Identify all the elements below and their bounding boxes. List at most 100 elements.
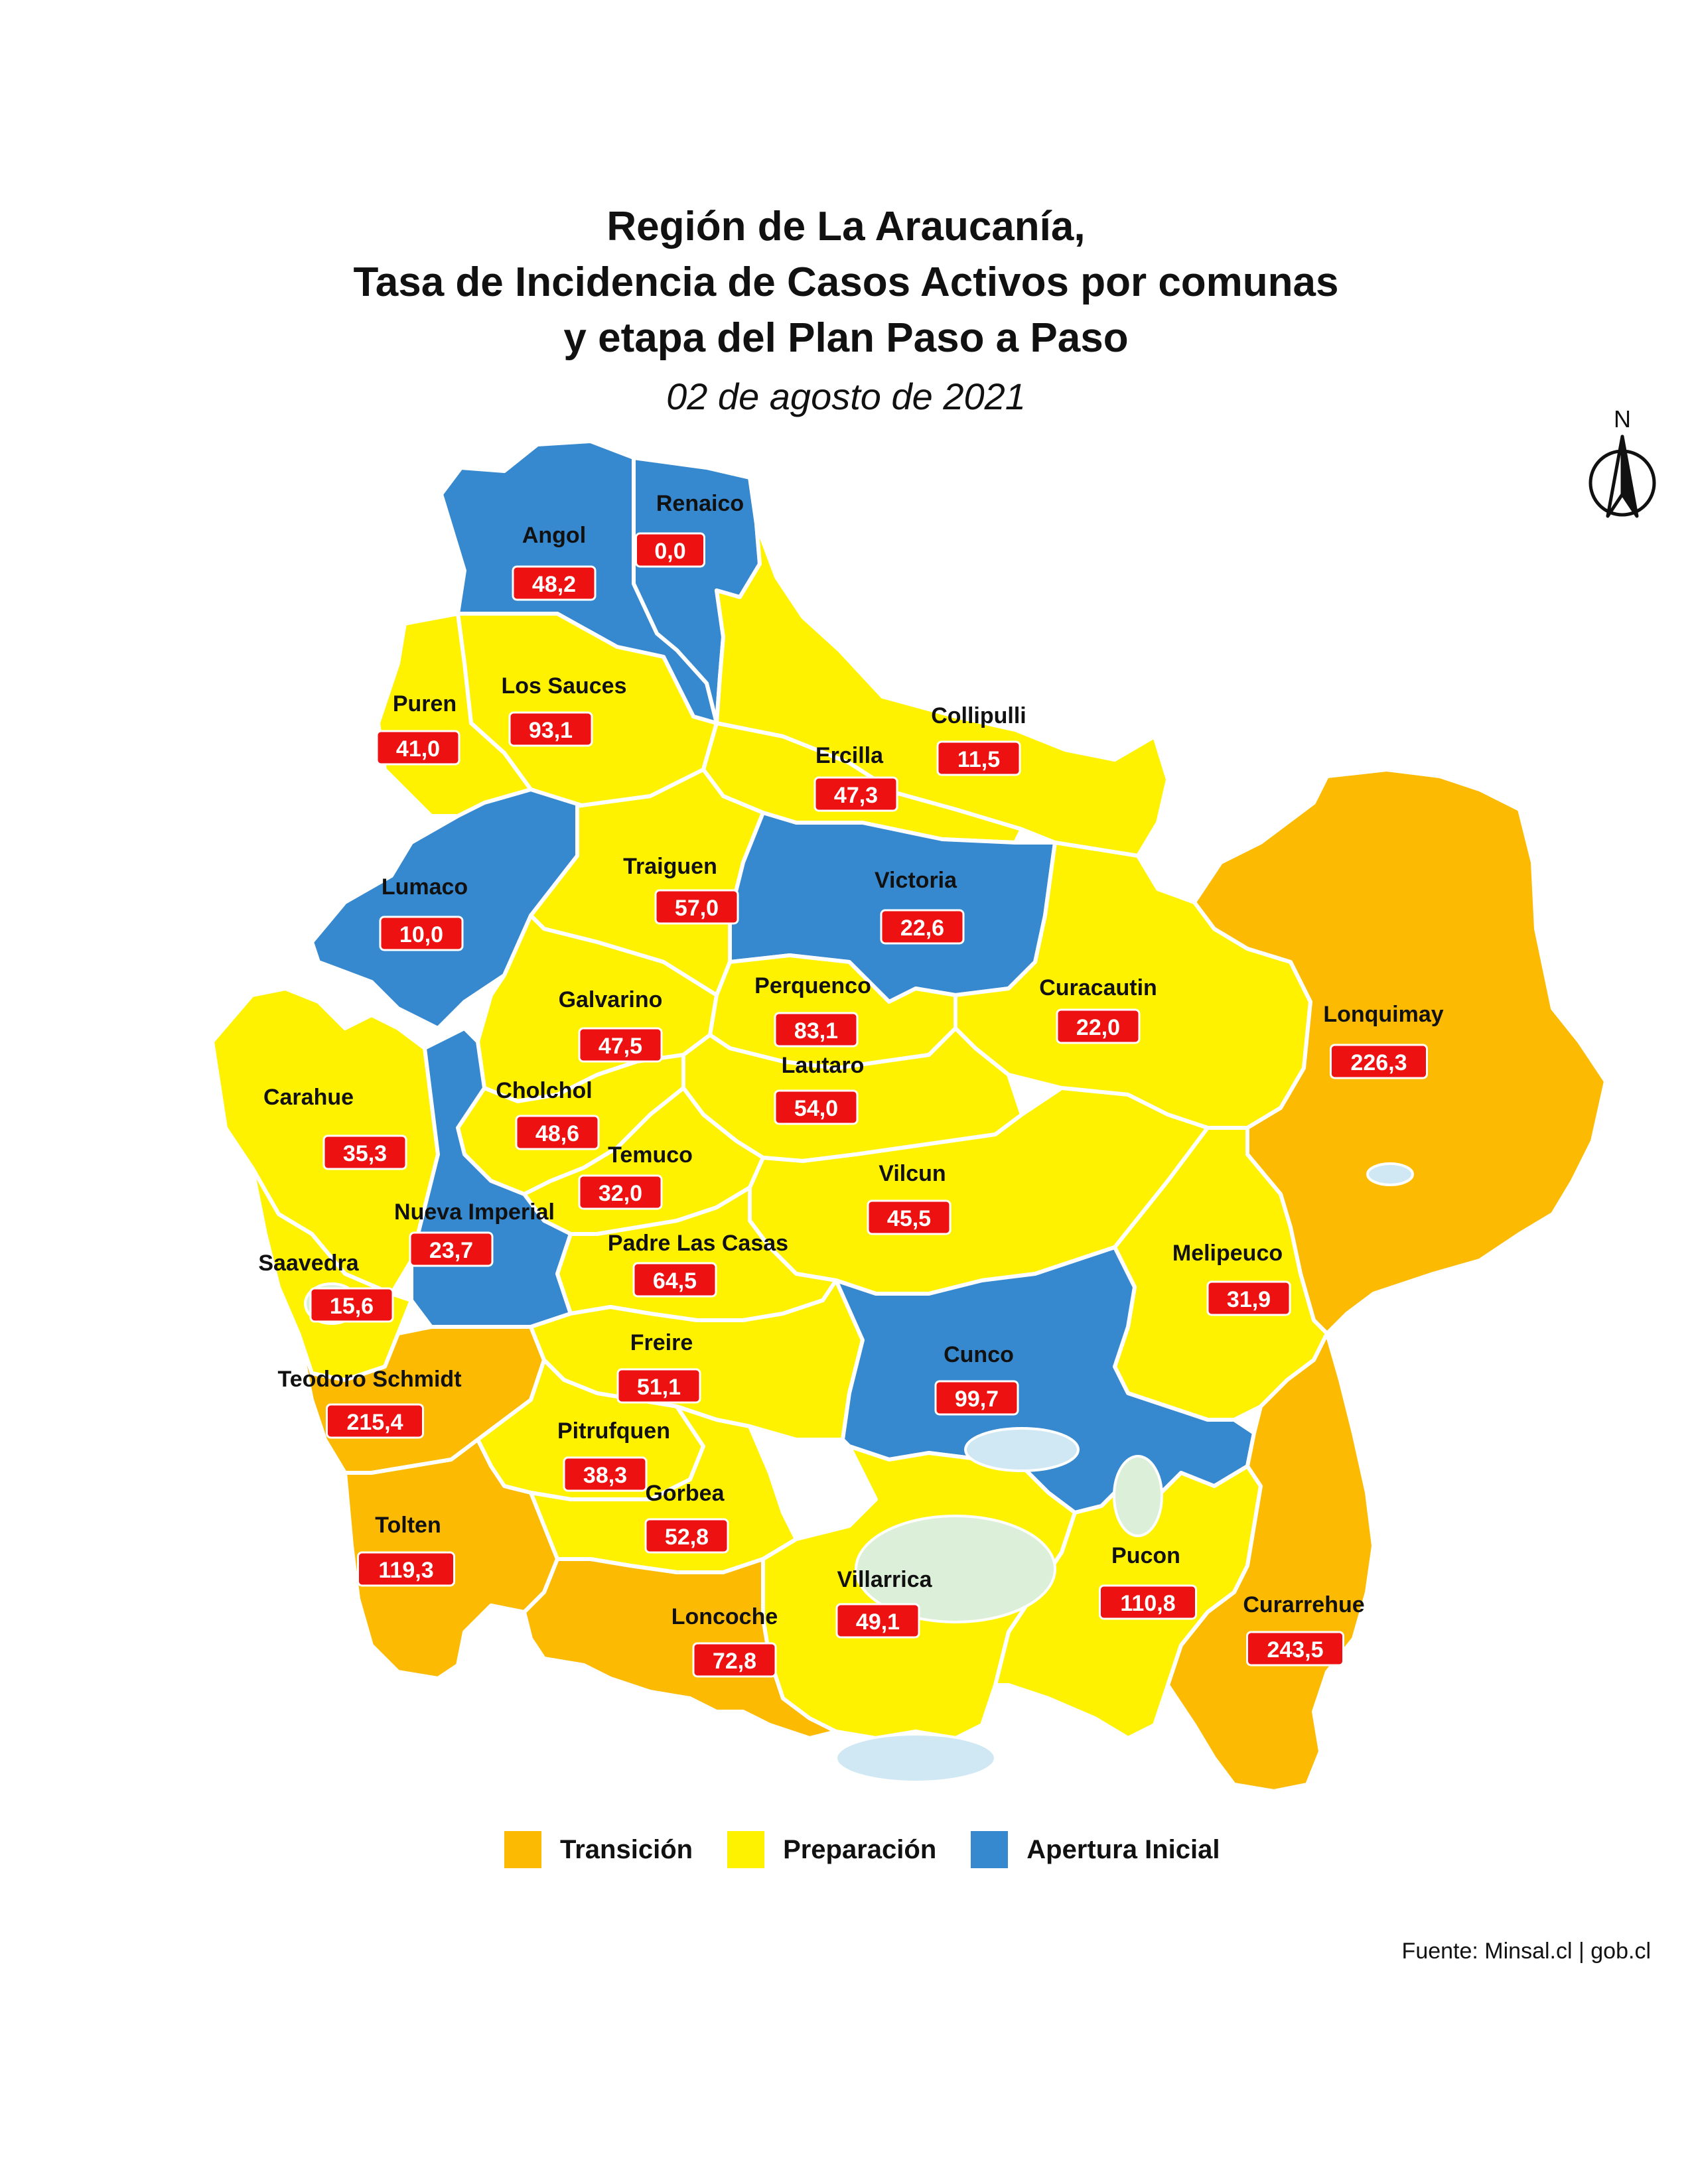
commune-name-pucon: Pucon: [1111, 1543, 1180, 1568]
value-text-angol: 48,2: [532, 572, 576, 597]
lake-galletue: [1366, 1162, 1414, 1186]
value-badge-temuco: [578, 1174, 663, 1210]
value-text-pitrufquen: 38,3: [583, 1463, 627, 1488]
commune-name-los-sauces: Los Sauces: [502, 673, 627, 699]
commune-name-pitrufquen: Pitrufquen: [557, 1418, 670, 1444]
legend-swatch-preparacion: [727, 1831, 765, 1868]
legend-swatch-apertura: [971, 1831, 1009, 1868]
value-text-ercilla: 47,3: [834, 783, 878, 808]
value-badge-carahue: [322, 1134, 407, 1170]
commune-name-loncoche: Loncoche: [671, 1604, 778, 1629]
commune-name-carahue: Carahue: [263, 1085, 354, 1110]
value-badge-pucon: [1099, 1584, 1197, 1620]
value-text-traiguen: 57,0: [675, 896, 719, 921]
value-text-pucon: 110,8: [1120, 1591, 1175, 1616]
value-badge-los-sauces: [508, 711, 593, 747]
commune-name-temuco: Temuco: [608, 1142, 693, 1168]
value-badge-tolten: [357, 1551, 455, 1587]
value-text-saavedra: 15,6: [330, 1294, 374, 1319]
commune-name-lumaco: Lumaco: [382, 874, 468, 900]
value-badge-melipeuco: [1206, 1280, 1291, 1316]
value-badge-pitrufquen: [563, 1456, 648, 1492]
commune-name-villarrica: Villarrica: [837, 1567, 932, 1592]
lake-caburgua: [1113, 1455, 1163, 1537]
commune-labels: Renaico 0,0 Angol 48,2 Los Sauces 93,1 Puren 41…: [258, 491, 1444, 1678]
lake-colico: [964, 1427, 1080, 1472]
value-text-los-sauces: 93,1: [529, 718, 573, 743]
value-text-freire: 51,1: [637, 1375, 681, 1400]
title-line-1: Región de La Araucanía,: [606, 204, 1086, 249]
lake-villarrica: [855, 1515, 1056, 1623]
commune-name-collipulli: Collipulli: [931, 703, 1026, 728]
value-badge-vilcun: [867, 1199, 952, 1235]
commune-name-saavedra: Saavedra: [258, 1251, 359, 1276]
value-badge-collipulli: [936, 740, 1021, 776]
source-credit: Fuente: Minsal.cl | gob.cl: [1401, 1939, 1651, 1964]
commune-name-nueva-imperial: Nueva Imperial: [394, 1199, 555, 1225]
value-text-lonquimay: 226,3: [1350, 1050, 1407, 1075]
commune-name-freire: Freire: [630, 1330, 693, 1355]
commune-name-angol: Angol: [522, 523, 586, 548]
value-badge-perquenco: [774, 1012, 859, 1048]
value-badge-lumaco: [379, 916, 464, 951]
legend-label-transicion: Transición: [560, 1834, 693, 1864]
commune-name-tolten: Tolten: [375, 1513, 441, 1538]
value-text-carahue: 35,3: [343, 1141, 387, 1166]
value-text-renaico: 0,0: [654, 539, 685, 564]
commune-name-lautaro: Lautaro: [782, 1053, 865, 1078]
value-badge-puren: [376, 730, 460, 766]
commune-name-lonquimay: Lonquimay: [1323, 1002, 1443, 1027]
value-badge-victoria: [880, 909, 965, 945]
value-badge-traiguen: [654, 889, 739, 925]
value-text-nueva-imperial: 23,7: [429, 1238, 473, 1263]
commune-name-vilcun: Vilcun: [879, 1161, 946, 1186]
commune-name-ercilla: Ercilla: [815, 743, 884, 768]
value-badge-cholchol: [515, 1115, 600, 1150]
value-badge-villarrica: [835, 1603, 920, 1639]
value-text-temuco: 32,0: [599, 1181, 642, 1206]
value-badge-curarrehue: [1246, 1631, 1344, 1667]
value-text-vilcun: 45,5: [887, 1206, 931, 1231]
value-badge-galvarino: [578, 1027, 663, 1063]
value-badge-saavedra: [309, 1287, 394, 1323]
commune-name-galvarino: Galvarino: [559, 987, 663, 1012]
value-text-victoria: 22,6: [900, 916, 944, 941]
title-line-2: Tasa de Incidencia de Casos Activos por …: [353, 259, 1339, 305]
value-badge-renaico: [635, 532, 705, 568]
value-badge-padre-las-casas: [632, 1262, 717, 1298]
map-subtitle-date: 02 de agosto de 2021: [666, 375, 1026, 417]
value-text-tolten: 119,3: [378, 1558, 433, 1583]
commune-name-perquenco: Perquenco: [754, 973, 871, 998]
region-curarrehue: [1166, 1331, 1375, 1793]
value-text-puren: 41,0: [396, 736, 440, 762]
value-badge-curacautin: [1056, 1008, 1141, 1044]
value-text-perquenco: 83,1: [794, 1018, 838, 1044]
north-arrow-icon: N: [1588, 405, 1656, 518]
value-text-galvarino: 47,5: [599, 1034, 642, 1059]
value-badge-gorbea: [644, 1518, 729, 1554]
value-text-cholchol: 48,6: [535, 1121, 579, 1146]
value-text-loncoche: 72,8: [713, 1649, 756, 1674]
value-text-gorbea: 52,8: [665, 1525, 709, 1550]
legend-item-apertura: Apertura Inicial: [971, 1831, 1220, 1868]
commune-name-gorbea: Gorbea: [645, 1481, 725, 1506]
title-line-3: y etapa del Plan Paso a Paso: [563, 315, 1129, 361]
value-text-collipulli: 11,5: [957, 747, 1000, 772]
value-text-melipeuco: 31,9: [1227, 1287, 1271, 1312]
commune-name-melipeuco: Melipeuco: [1172, 1241, 1283, 1266]
value-badge-angol: [512, 565, 597, 601]
legend-swatch-transicion: [504, 1831, 541, 1868]
stage-legend: Transición Preparación Apertura Inicial: [504, 1831, 1254, 1868]
value-text-teodoro-schmidt: 215,4: [346, 1410, 403, 1435]
value-badge-loncoche: [692, 1642, 777, 1678]
value-text-cunco: 99,7: [955, 1387, 999, 1412]
region-loncoche: [522, 1557, 838, 1740]
north-label: N: [1614, 405, 1631, 433]
commune-name-puren: Puren: [393, 691, 457, 717]
commune-name-cholchol: Cholchol: [496, 1078, 592, 1103]
commune-name-renaico: Renaico: [656, 491, 744, 516]
value-text-lumaco: 10,0: [399, 922, 443, 947]
value-badge-lautaro: [774, 1089, 859, 1125]
value-badge-lonquimay: [1330, 1044, 1428, 1079]
